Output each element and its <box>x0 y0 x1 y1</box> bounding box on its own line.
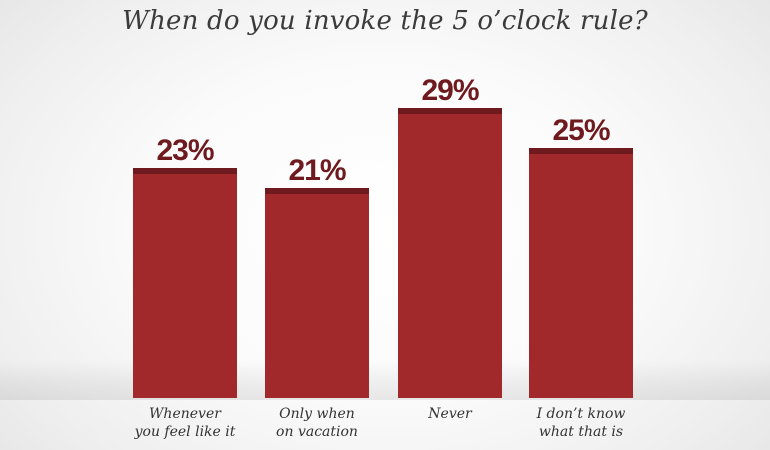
bar-4 <box>529 148 633 398</box>
category-label-4: I don’t know what that is <box>536 406 626 440</box>
chart-title: When do you invoke the 5 o’clock rule? <box>122 6 648 36</box>
value-label-4: 25% <box>552 114 609 147</box>
category-label-1: Whenever you feel like it <box>134 406 236 440</box>
value-label-2: 21% <box>288 154 345 187</box>
category-label-3: Never <box>427 406 473 422</box>
bar-cap-4 <box>529 148 633 154</box>
bar-cap-2 <box>265 188 369 194</box>
bar-1 <box>133 168 237 398</box>
value-label-3: 29% <box>421 74 478 107</box>
category-label-2: Only when on vacation <box>276 406 358 440</box>
chart-floor-shadow <box>0 360 770 400</box>
bar-2 <box>265 188 369 398</box>
bar-3 <box>398 108 502 398</box>
bar-cap-1 <box>133 168 237 174</box>
bar-cap-3 <box>398 108 502 114</box>
value-label-1: 23% <box>156 134 213 167</box>
